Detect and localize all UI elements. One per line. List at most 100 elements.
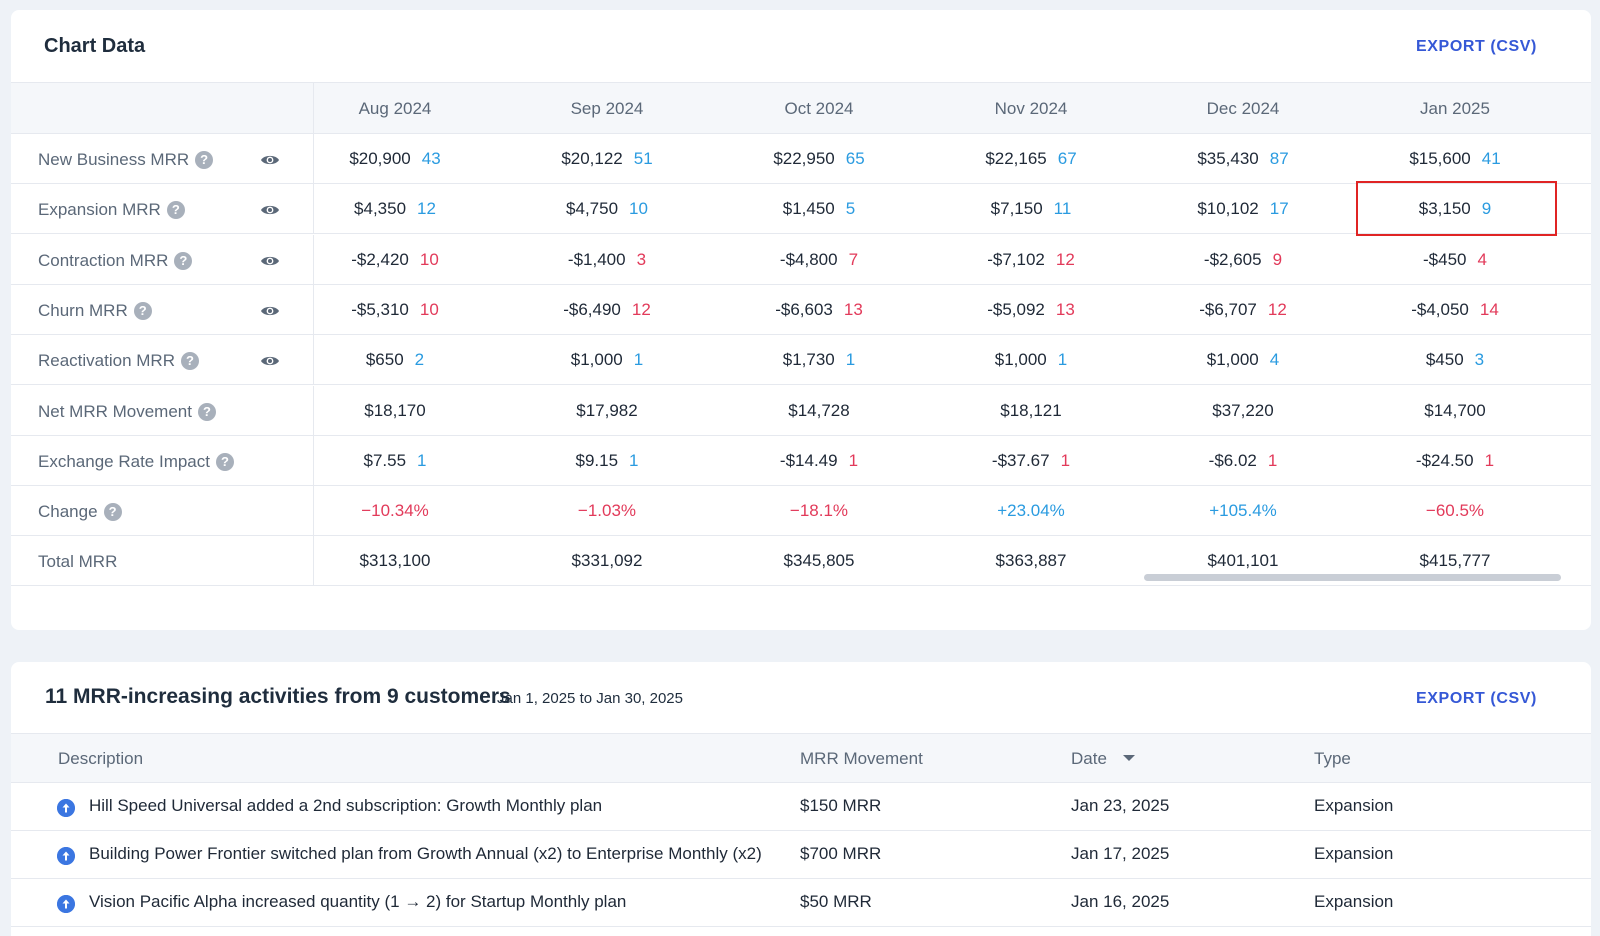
- metric-value-cell[interactable]: $14,728: [713, 401, 925, 421]
- metric-value-cell[interactable]: $1,730 1: [713, 350, 925, 370]
- metric-value-cell[interactable]: +105.4%: [1137, 501, 1349, 521]
- customer-count[interactable]: 7: [848, 249, 859, 269]
- customer-count[interactable]: 1: [845, 350, 856, 370]
- metric-value-cell[interactable]: -$1,400 3: [501, 250, 713, 270]
- metric-value-cell[interactable]: -$5,310 10: [289, 300, 501, 320]
- metric-value-cell[interactable]: -$7,102 12: [925, 250, 1137, 270]
- metric-value-cell[interactable]: −10.34%: [289, 501, 501, 521]
- metric-value-cell[interactable]: $1,000 4: [1137, 350, 1349, 370]
- metric-value-cell[interactable]: $313,100: [289, 551, 501, 571]
- help-icon[interactable]: ?: [181, 352, 199, 371]
- customer-count[interactable]: 12: [1267, 299, 1287, 319]
- metric-value-cell[interactable]: $9.15 1: [501, 451, 713, 471]
- metric-value-cell[interactable]: $1,000 1: [501, 350, 713, 370]
- metric-value-cell[interactable]: $20,900 43: [289, 149, 501, 169]
- metric-value-cell[interactable]: $1,000 1: [925, 350, 1137, 370]
- horizontal-scrollbar[interactable]: [1144, 574, 1561, 581]
- customer-count[interactable]: 9: [1481, 199, 1492, 219]
- help-icon[interactable]: ?: [133, 301, 152, 320]
- metric-value-cell[interactable]: -$24.50 1: [1349, 451, 1561, 471]
- metric-value-cell[interactable]: -$2,420 10: [289, 250, 501, 270]
- metric-value-cell[interactable]: $18,170: [289, 401, 501, 421]
- metric-value-cell[interactable]: $7.55 1: [289, 451, 501, 471]
- customer-count[interactable]: 1: [633, 350, 644, 370]
- month-header[interactable]: Oct 2024: [784, 99, 854, 118]
- column-header-date[interactable]: Date: [1071, 749, 1135, 769]
- activity-row[interactable]: Hill Speed Universal added a 2nd subscri…: [11, 783, 1591, 831]
- month-header[interactable]: Dec 2024: [1206, 99, 1280, 118]
- metric-value-cell[interactable]: $14,700: [1349, 401, 1561, 421]
- customer-count[interactable]: 10: [419, 249, 439, 269]
- metric-value-cell[interactable]: −60.5%: [1349, 501, 1561, 521]
- eye-icon[interactable]: [260, 254, 280, 268]
- metric-value-cell[interactable]: $331,092: [501, 551, 713, 571]
- month-header[interactable]: Nov 2024: [994, 99, 1068, 118]
- activity-row[interactable]: Vision Pacific Alpha increased quantity …: [11, 879, 1591, 927]
- customer-count[interactable]: 12: [631, 299, 651, 319]
- metric-value-cell[interactable]: $450 3: [1349, 350, 1561, 370]
- metric-value-cell[interactable]: -$37.67 1: [925, 451, 1137, 471]
- metric-value-cell[interactable]: $22,950 65: [713, 149, 925, 169]
- metric-value-cell[interactable]: $20,122 51: [501, 149, 713, 169]
- customer-count[interactable]: 1: [1267, 450, 1278, 470]
- customer-count[interactable]: 4: [1269, 350, 1280, 370]
- metric-value-cell[interactable]: $37,220: [1137, 401, 1349, 421]
- column-header-type[interactable]: Type: [1314, 749, 1351, 768]
- customer-count[interactable]: 10: [629, 199, 648, 219]
- help-icon[interactable]: ?: [166, 201, 185, 220]
- activity-row[interactable]: Building Power Frontier switched plan fr…: [11, 831, 1591, 879]
- customer-count[interactable]: 5: [845, 199, 856, 219]
- metric-value-cell[interactable]: $7,150 11: [925, 199, 1137, 219]
- metric-value-cell[interactable]: $650 2: [289, 350, 501, 370]
- customer-count[interactable]: 14: [1479, 299, 1499, 319]
- customer-count[interactable]: 17: [1269, 199, 1289, 219]
- metric-value-cell[interactable]: $415,777: [1349, 551, 1561, 571]
- metric-value-cell[interactable]: $3,150 9: [1349, 199, 1561, 219]
- customer-count[interactable]: 9: [1272, 249, 1283, 269]
- customer-count[interactable]: 13: [1055, 299, 1075, 319]
- help-icon[interactable]: ?: [174, 251, 193, 270]
- metric-value-cell[interactable]: -$2,605 9: [1137, 250, 1349, 270]
- help-icon[interactable]: ?: [103, 503, 122, 522]
- export-csv-button[interactable]: EXPORT (CSV): [1416, 690, 1537, 707]
- metric-value-cell[interactable]: $345,805: [713, 551, 925, 571]
- export-csv-button[interactable]: EXPORT (CSV): [1416, 38, 1537, 55]
- metric-value-cell[interactable]: $10,102 17: [1137, 199, 1349, 219]
- metric-value-cell[interactable]: $18,121: [925, 401, 1137, 421]
- metric-value-cell[interactable]: $15,600 41: [1349, 149, 1561, 169]
- help-icon[interactable]: ?: [195, 151, 214, 169]
- metric-value-cell[interactable]: -$450 4: [1349, 250, 1561, 270]
- customer-count[interactable]: 10: [419, 299, 439, 319]
- customer-count[interactable]: 2: [414, 350, 425, 370]
- customer-count[interactable]: 1: [1484, 450, 1495, 470]
- metric-value-cell[interactable]: $4,750 10: [501, 199, 713, 219]
- column-header-mrr-movement[interactable]: MRR Movement: [800, 749, 923, 768]
- customer-count[interactable]: 3: [636, 249, 647, 269]
- customer-count[interactable]: 1: [417, 450, 427, 470]
- customer-count[interactable]: 51: [633, 149, 653, 168]
- eye-icon[interactable]: [260, 153, 280, 167]
- customer-count[interactable]: 1: [629, 450, 639, 470]
- metric-value-cell[interactable]: $363,887: [925, 551, 1137, 571]
- customer-count[interactable]: 65: [845, 149, 865, 168]
- customer-count[interactable]: 87: [1269, 149, 1289, 168]
- month-header[interactable]: Jan 2025: [1420, 99, 1490, 118]
- metric-value-cell[interactable]: -$14.49 1: [713, 451, 925, 471]
- metric-value-cell[interactable]: -$6.02 1: [1137, 451, 1349, 471]
- customer-count[interactable]: 12: [1055, 249, 1075, 269]
- metric-value-cell[interactable]: −1.03%: [501, 501, 713, 521]
- metric-value-cell[interactable]: -$6,603 13: [713, 300, 925, 320]
- customer-count[interactable]: 13: [843, 299, 863, 319]
- metric-value-cell[interactable]: $22,165 67: [925, 149, 1137, 169]
- metric-value-cell[interactable]: -$4,050 14: [1349, 300, 1561, 320]
- metric-value-cell[interactable]: -$6,707 12: [1137, 300, 1349, 320]
- customer-count[interactable]: 43: [421, 149, 441, 168]
- customer-count[interactable]: 67: [1057, 149, 1077, 168]
- metric-value-cell[interactable]: $17,982: [501, 401, 713, 421]
- metric-value-cell[interactable]: $1,450 5: [713, 199, 925, 219]
- metric-value-cell[interactable]: +23.04%: [925, 501, 1137, 521]
- customer-count[interactable]: 41: [1481, 149, 1501, 168]
- metric-value-cell[interactable]: -$6,490 12: [501, 300, 713, 320]
- metric-value-cell[interactable]: -$4,800 7: [713, 250, 925, 270]
- column-header-description[interactable]: Description: [58, 749, 144, 768]
